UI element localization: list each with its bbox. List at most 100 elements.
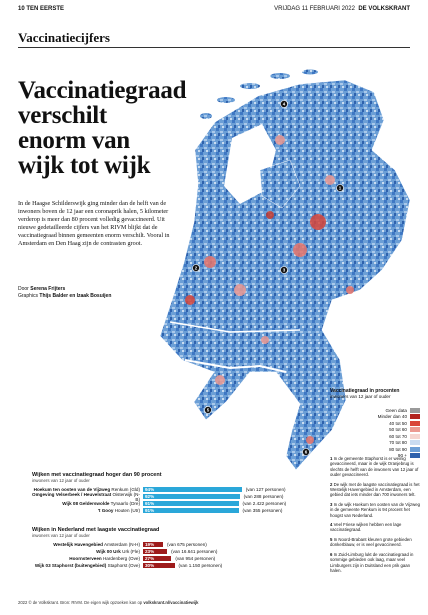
graphics-credit: Thijs Balder en Izaak Bosuijen <box>39 293 112 299</box>
municipality: Tynaarlo (Dre) <box>110 501 140 506</box>
table-row: Wijk 00 Urk Urk (Fle) 23% (van 16.641 pers… <box>32 548 322 555</box>
legend-title: Vaccinatiegraad in procenten <box>330 388 400 394</box>
table-row: Wijk 08 Gelderswolde Tynaarlo (Dre) 91% (v… <box>32 500 322 507</box>
legend-swatch <box>410 446 420 452</box>
map-marker <box>302 448 310 456</box>
note-number: 4 <box>330 522 333 528</box>
legend-label: 50 tot 60 <box>389 427 407 433</box>
value-label: 91% <box>145 508 155 513</box>
value-label: 19% <box>145 542 155 547</box>
note: 1 In de gemeente Staphorst is er weinig … <box>330 456 420 478</box>
legend-swatch <box>410 433 420 439</box>
map-marker <box>192 264 200 272</box>
area-name: Wijk 08 Gelderswolde <box>62 501 110 506</box>
low-table: Wijken in Nederland met laagste vaccinat… <box>32 527 322 569</box>
rubric: Vaccinatiecijfers <box>18 30 110 45</box>
row-name: 't Gooy Houten (Utr) <box>32 508 143 513</box>
map-marker-label: 3 <box>283 268 286 273</box>
legend-label: 90 + <box>397 453 407 459</box>
legend-label: Geen data <box>385 407 407 413</box>
row-count: (van 127 personen) <box>245 487 286 492</box>
page-header: 10 TEN EERSTE VRIJDAG 11 FEBRUARI 2022 D… <box>18 6 410 12</box>
legend: Vaccinatiegraad in procenten inwoners va… <box>330 388 420 459</box>
legend-item: 40 tot 50 <box>330 420 420 427</box>
footer-link[interactable]: volkskrant.nl/vaccinatiewijk <box>143 600 199 605</box>
note-text: In de gemeente Staphorst is er weinig ge… <box>330 456 419 478</box>
row-count: (van 288 personen) <box>243 494 284 499</box>
footer: 2022 © de Volkskrant. Bron: RIVM. De eig… <box>18 600 198 605</box>
legend-subtitle: inwoners van 12 jaar of ouder <box>330 394 391 399</box>
bar: 27% <box>143 555 172 562</box>
legend-swatch <box>410 427 420 433</box>
row-name: Hoekum ten oosten van de Vijzweg Renkum … <box>32 487 143 492</box>
note: 3 In de wijk Hoekum ten oosten van de Vi… <box>330 502 420 518</box>
area-name: Wijk 03 Staphorst (buitengebied) <box>34 563 107 568</box>
value-label: 91% <box>145 501 155 506</box>
map-marker-label: 2 <box>195 266 198 271</box>
row-count: (van 355 personen) <box>242 508 283 513</box>
legend-label: 60 tot 70 <box>389 433 407 439</box>
area-name: Westelijk Havengebied <box>53 542 103 547</box>
row-count: (van 16.641 personen) <box>171 549 218 554</box>
note-number: 3 <box>330 501 333 507</box>
legend-swatch <box>410 407 420 413</box>
legend-label: 70 tot 80 <box>389 440 407 446</box>
legend-item: 80 tot 90 <box>330 446 420 453</box>
intro: In de Haagse Schilderswijk ging minder d… <box>18 200 170 247</box>
table-row: Westelijk Havengebied Amsterdam (N-H) 19%… <box>32 541 322 548</box>
legend-item: 60 tot 70 <box>330 433 420 440</box>
note: 5 In Noord-Brabant kleuren grote gebiede… <box>330 537 420 548</box>
map-marker <box>204 406 212 414</box>
note: 4 Veel Friese wijken hebben een lage vac… <box>330 522 420 533</box>
value-label: 23% <box>145 549 155 554</box>
map: 1 2 3 4 5 6 <box>159 69 411 470</box>
legend-label: 80 tot 90 <box>389 446 407 452</box>
table-row: 't Gooy Houten (Utr) 91% (van 355 personen… <box>32 507 322 514</box>
municipality: Oisterwijk (N-B) <box>112 491 140 502</box>
note-text: In de wijk Hoekum ten oosten van de Vijz… <box>330 501 420 518</box>
value-label: 92% <box>145 494 155 499</box>
notes: 1 In de gemeente Staphorst is er weinig … <box>330 456 420 577</box>
municipality: Houten (Utr) <box>114 508 140 513</box>
area-name: Wijk 00 Urk <box>96 549 121 554</box>
date: VRIJDAG 11 FEBRUARI 2022 <box>274 6 355 12</box>
headline: Vaccinatiegraad verschilt enorm van wijk… <box>18 77 187 179</box>
bar: 91% <box>143 500 239 507</box>
map-marker <box>336 184 344 192</box>
byline-prefix: Door <box>18 286 29 292</box>
legend-item: 50 tot 60 <box>330 427 420 434</box>
table-row: Omgeving Velserbeek / Heuvelstraat Oiste… <box>32 491 322 502</box>
value-label: 30% <box>145 563 155 568</box>
row-count: (van 675 personen) <box>166 542 207 547</box>
section-name: TEN EERSTE <box>26 6 65 12</box>
area-name: Omgeving Velserbeek / Heuvelstraat <box>32 491 112 497</box>
municipality: Urk (Fle) <box>122 549 140 554</box>
legend-item: Minder dan 40 <box>330 414 420 421</box>
note-number: 5 <box>330 536 333 542</box>
row-name: Wijk 08 Gelderswolde Tynaarlo (Dre) <box>32 501 143 506</box>
legend-item: 70 tot 80 <box>330 440 420 447</box>
municipality: Amsterdam (N-H) <box>104 542 140 547</box>
map-marker-label: 5 <box>207 408 210 413</box>
byline: Door Serena Frijters Graphics Thijs Bald… <box>18 286 188 300</box>
legend-swatch <box>410 453 420 459</box>
table-row: Wijk 03 Staphorst (buitengebied) Staphor… <box>32 562 322 569</box>
graphics-prefix: Graphics <box>18 293 39 299</box>
row-name: Wijk 00 Urk Urk (Fle) <box>32 549 143 554</box>
byline-author: Serena Frijters <box>30 286 66 292</box>
note-text: De wijk met de laagste vaccinatiegraad i… <box>330 481 420 498</box>
value-label: 27% <box>145 556 155 561</box>
bar: 30% <box>143 562 175 569</box>
legend-swatch <box>410 414 420 420</box>
map-land <box>159 69 411 470</box>
table-row: Hoekum ten oosten van de Vijzweg Renkum … <box>32 486 322 493</box>
bar: 94% <box>143 486 242 493</box>
bar: 23% <box>143 548 168 555</box>
table-row: Hoornsterveen Hardenberg (Ove) 27% (van 95… <box>32 555 322 562</box>
municipality: Hardenberg (Ove) <box>102 556 140 561</box>
note-number: 2 <box>330 481 333 487</box>
paper-name: DE VOLKSKRANT <box>358 6 410 12</box>
map-red-areas <box>185 135 354 444</box>
footer-credit: 2022 © de Volkskrant. Bron: RIVM. De eig… <box>18 600 143 605</box>
